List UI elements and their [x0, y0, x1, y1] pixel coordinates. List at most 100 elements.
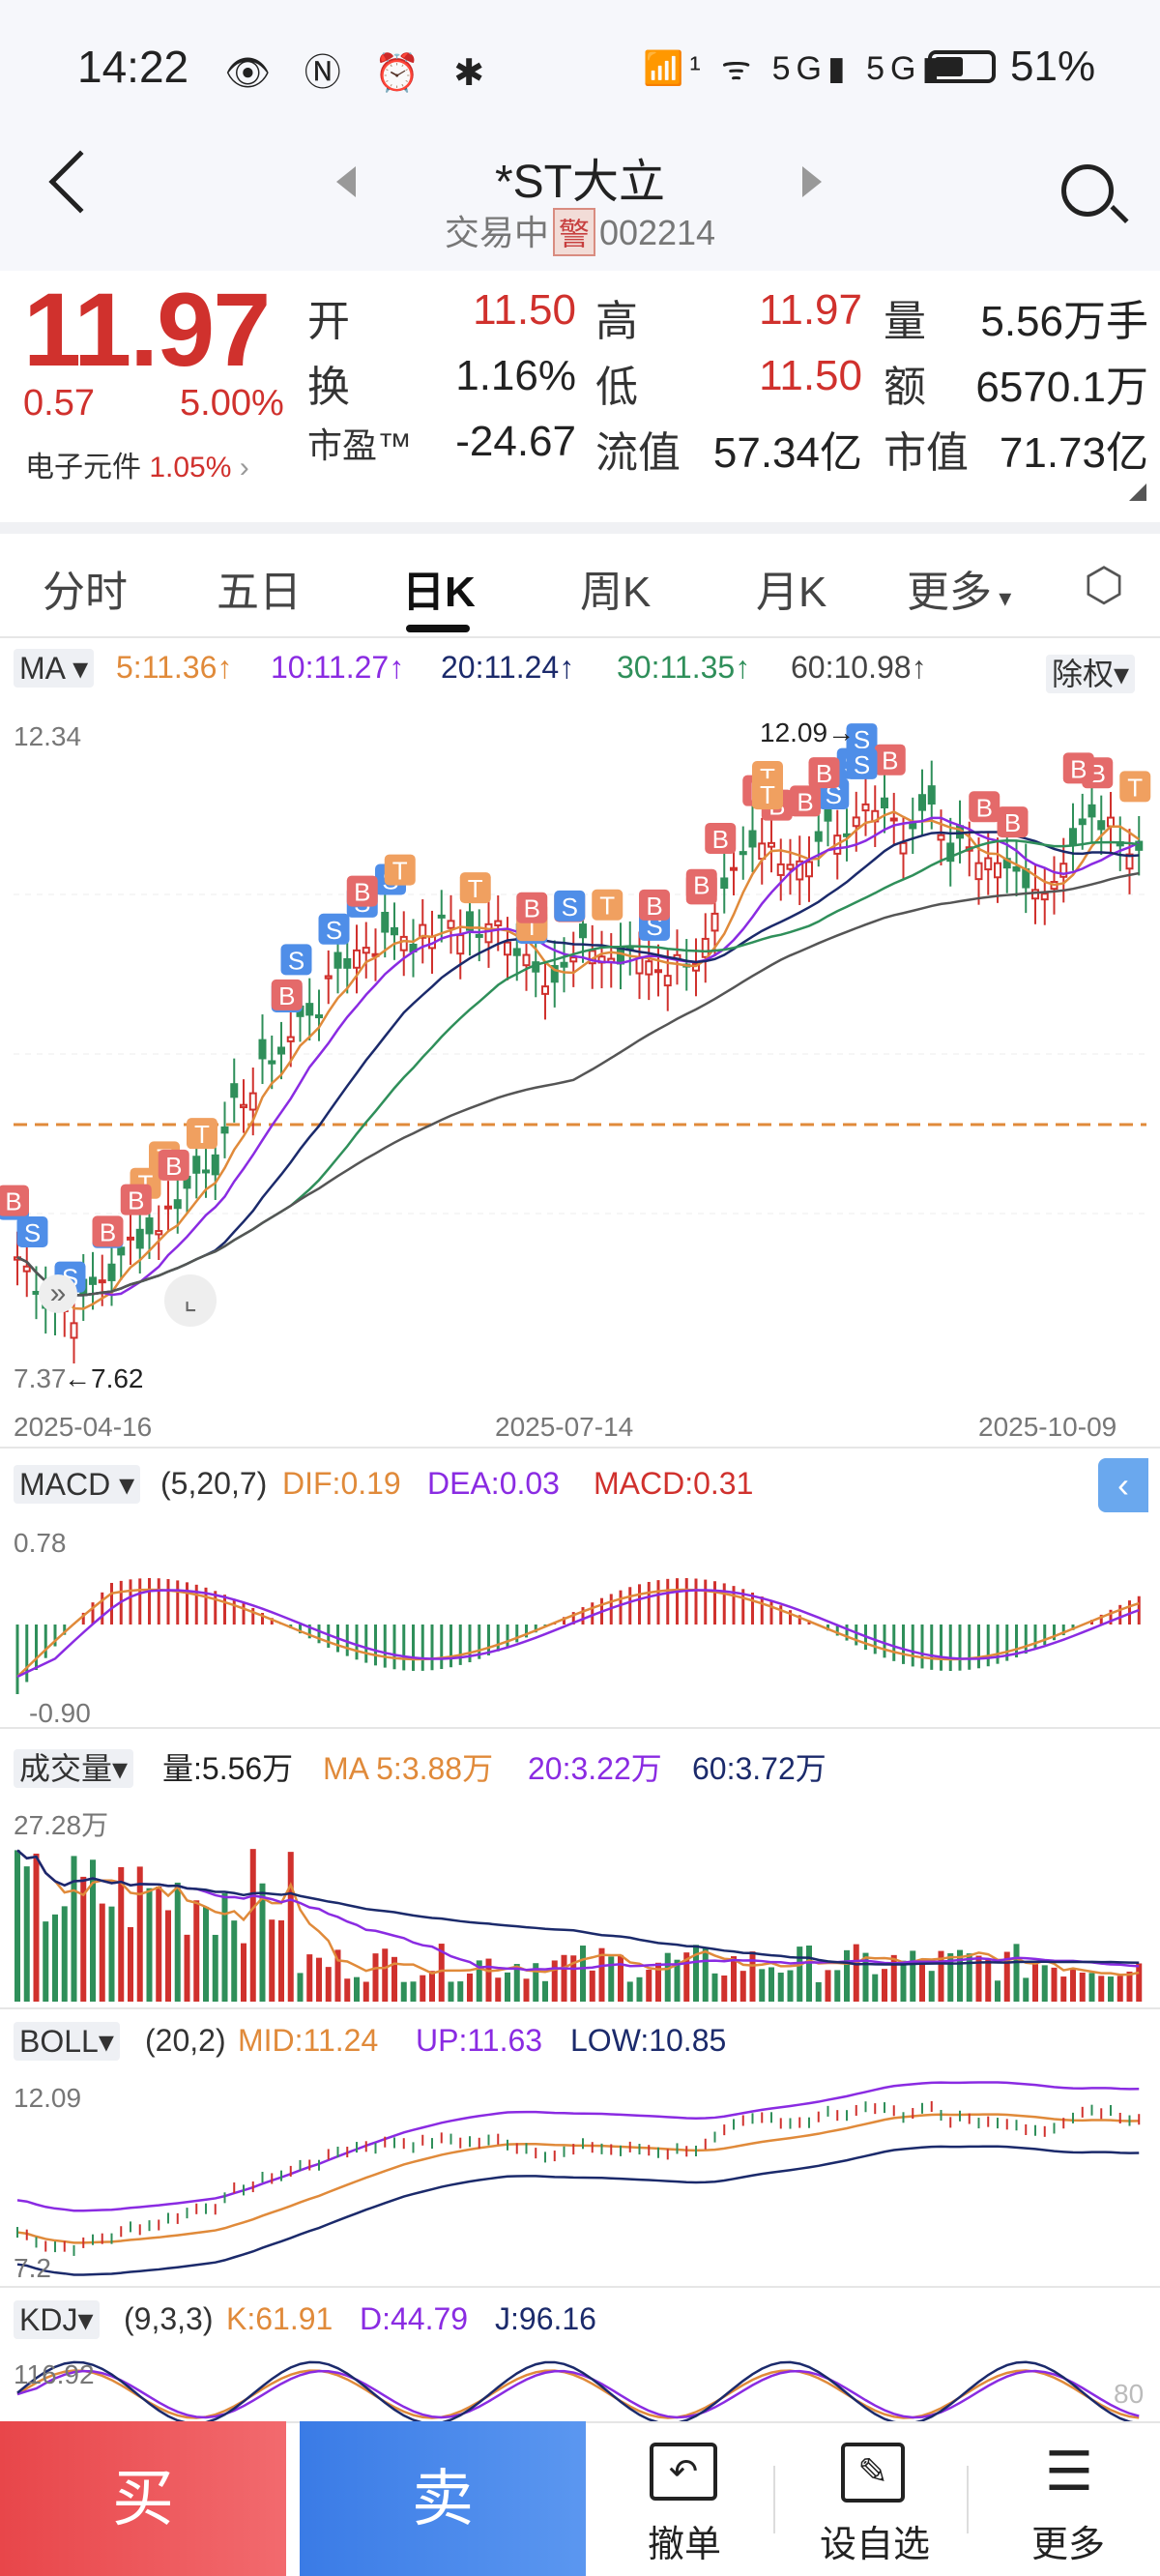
- volume-label: 成交量: [19, 1751, 113, 1786]
- volume-bar: [533, 1963, 539, 2002]
- divider: [0, 2286, 1160, 2288]
- add-watchlist-button[interactable]: ✎ 设自选: [793, 2421, 957, 2576]
- volume-bar: [702, 1947, 709, 2002]
- signal-marker-letter: B: [693, 871, 710, 900]
- date-mid: 2025-07-14: [495, 1412, 634, 1442]
- signal-marker-box: [685, 868, 717, 900]
- macd-chart: [15, 1578, 1141, 1694]
- candle-body: [466, 911, 474, 931]
- signal-marker: B: [790, 785, 821, 817]
- candle-body: [739, 851, 747, 856]
- candle-body: [475, 933, 483, 938]
- kdj-params: (9,3,3): [124, 2301, 214, 2336]
- signal-marker-box: [384, 854, 416, 886]
- cancel-order-button[interactable]: ↶ 撤单: [605, 2421, 764, 2576]
- expand-corner-icon[interactable]: [1129, 483, 1146, 501]
- volume-bar: [740, 1971, 746, 2002]
- signal-marker-letter: T: [194, 1120, 210, 1149]
- candle-body: [645, 960, 653, 976]
- signal-marker-box: [846, 747, 878, 779]
- volume-bar: [1013, 1944, 1020, 2002]
- ma-selector[interactable]: MA ▾: [14, 649, 95, 688]
- signal-marker-letter: S: [854, 750, 870, 779]
- signal-marker-box: [16, 1216, 48, 1248]
- volume-bar: [711, 1973, 718, 2002]
- candle-body: [362, 947, 370, 954]
- volume-bar: [1051, 1967, 1058, 2002]
- volume-bar: [598, 1947, 605, 2002]
- tab-5[interactable]: 更多 ▾: [907, 569, 1012, 616]
- candle-body: [324, 975, 333, 980]
- adjust-selector[interactable]: 除权▾: [1046, 650, 1136, 694]
- volume-bar: [184, 1934, 190, 2002]
- volume-selector[interactable]: 成交量▾: [14, 1744, 134, 1789]
- volume-bar: [523, 1978, 530, 2002]
- signal-marker: T: [384, 854, 416, 886]
- undo-icon: ↶: [650, 2443, 717, 2501]
- sell-button[interactable]: 卖: [300, 2421, 586, 2576]
- signal-marker-box: [318, 913, 350, 945]
- collapse-icon[interactable]: »: [39, 1274, 77, 1313]
- volume-bar: [636, 1976, 643, 2002]
- search-icon[interactable]: [1061, 164, 1114, 217]
- candle-body: [889, 817, 898, 822]
- macd-selector[interactable]: MACD ▾: [14, 1465, 141, 1504]
- menu-icon: ☰: [1044, 2441, 1094, 2502]
- volume-bar: [919, 1960, 925, 2002]
- volume-bar: [410, 1981, 417, 2002]
- boll-selector[interactable]: BOLL▾: [14, 2022, 120, 2061]
- candle-body: [654, 969, 662, 974]
- quote-label: 高: [595, 298, 638, 345]
- notification-icons: 👁 Ⓝ ⏰ ✱: [224, 53, 497, 94]
- candle-body: [419, 923, 427, 939]
- tab-0[interactable]: 分时: [43, 569, 128, 616]
- candle-body: [1059, 863, 1068, 878]
- volume-bar: [231, 1920, 238, 2002]
- next-stock-icon[interactable]: [802, 166, 822, 197]
- prev-stock-icon[interactable]: [336, 166, 356, 197]
- volume-bar: [1116, 1976, 1123, 2002]
- signal-marker: T: [752, 778, 783, 810]
- candle-body: [814, 831, 823, 842]
- signal-marker-box: [592, 889, 624, 921]
- volume-bar: [693, 1945, 699, 2002]
- volume-bar: [249, 1849, 256, 2002]
- fullscreen-icon[interactable]: ⌞: [164, 1274, 217, 1327]
- quote-label: 量: [884, 298, 926, 345]
- divider: [967, 2466, 969, 2533]
- kdj-line: [16, 2360, 1134, 2421]
- candle-body: [569, 956, 578, 963]
- battery-percent: 51%: [1010, 43, 1096, 90]
- volume-bar: [1088, 1973, 1095, 2002]
- volume-bar: [362, 1981, 369, 2002]
- signal-marker: B: [158, 1149, 189, 1181]
- volume-bar: [241, 1943, 246, 2002]
- tab-3[interactable]: 周K: [580, 569, 652, 616]
- candle-body: [343, 957, 352, 969]
- more-button[interactable]: ☰ 更多: [986, 2421, 1150, 2576]
- settings-icon[interactable]: ⬡: [1084, 560, 1124, 611]
- macd-params: (5,20,7): [160, 1466, 268, 1501]
- panel-toggle-icon[interactable]: ‹: [1098, 1458, 1148, 1512]
- kdj-selector[interactable]: KDJ▾: [14, 2300, 100, 2339]
- price-change: 0.57: [23, 383, 95, 424]
- tab-1[interactable]: 五日: [217, 569, 302, 616]
- volume-bar: [721, 1975, 728, 2002]
- tab-4[interactable]: 月K: [756, 569, 827, 616]
- period-tabs: [0, 534, 1160, 636]
- signal-marker-box: [120, 1184, 152, 1215]
- edit-icon: ✎: [841, 2443, 905, 2503]
- candle-body: [504, 941, 511, 956]
- kline-chart[interactable]: BSTSBTSBBSTBSSSBSBSTTTBBBBBBSTBBBTTTTSBB…: [0, 716, 1160, 1402]
- candle-body: [220, 1126, 229, 1134]
- tab-2[interactable]: 日K: [402, 569, 476, 616]
- boll-low: LOW:10.85: [570, 2023, 727, 2058]
- signal-marker-box: [92, 1215, 124, 1247]
- volume-bar: [589, 1970, 595, 2002]
- buy-button[interactable]: 买: [0, 2421, 286, 2576]
- sector-link[interactable]: 电子元件 1.05% ›: [25, 443, 249, 485]
- kdj-label: KDJ: [19, 2302, 78, 2337]
- volume-bar: [825, 1970, 831, 2002]
- volume-bar: [14, 1850, 20, 2002]
- volume-bar: [787, 1970, 794, 2002]
